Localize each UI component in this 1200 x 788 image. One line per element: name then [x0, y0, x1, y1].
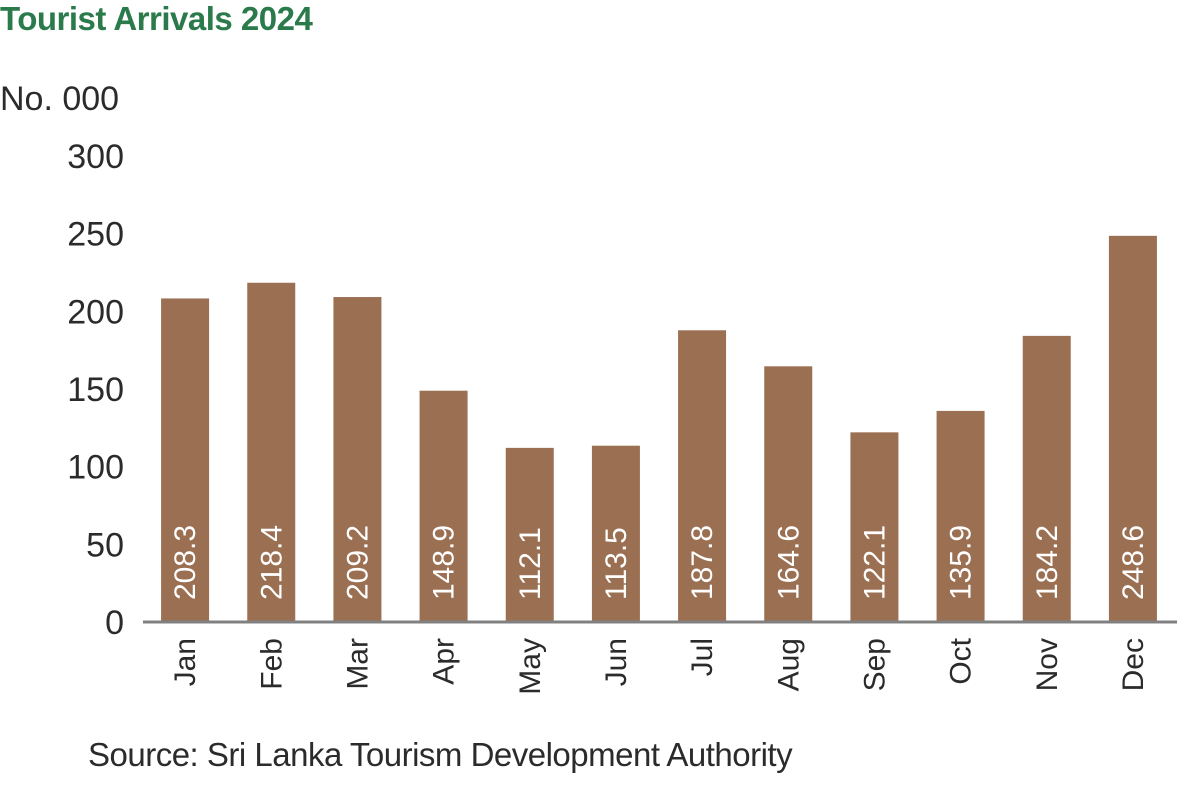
bar-value-label: 135.9 — [945, 525, 978, 600]
x-tick-label: Jul — [686, 638, 719, 676]
bar-value-label: 218.4 — [255, 525, 288, 600]
y-axis-ticks: 0 50 100 150 200 250 300 — [67, 138, 124, 642]
x-tick-label: Jan — [169, 638, 202, 686]
bar-chart: No. 000 0 50 100 150 200 250 300 208.3 218.4 209… — [0, 80, 1177, 695]
x-tick-label: Nov — [1031, 638, 1064, 691]
y-tick-label: 50 — [86, 526, 124, 564]
x-tick-label: Oct — [945, 637, 978, 684]
x-tick-label: Jun — [600, 638, 633, 686]
bar-jul — [678, 330, 727, 622]
x-tick-label: Mar — [341, 638, 374, 690]
bar-nov — [1022, 335, 1071, 622]
bar-value-label: 248.6 — [1117, 525, 1150, 600]
bar-value-label: 112.1 — [514, 527, 547, 600]
x-tick-label: Dec — [1117, 638, 1150, 691]
bar-value-label: 184.2 — [1031, 525, 1064, 600]
x-tick-label: May — [514, 638, 547, 695]
y-tick-label: 0 — [105, 604, 124, 642]
bar-value-label: 148.9 — [428, 525, 461, 600]
bar-mar — [333, 297, 382, 622]
bars — [161, 235, 1157, 622]
bar-oct — [936, 410, 985, 622]
bar-feb — [247, 282, 296, 622]
bar-dec — [1108, 235, 1157, 622]
bar-value-label: 208.3 — [169, 525, 202, 600]
y-tick-label: 200 — [67, 293, 124, 331]
y-tick-label: 250 — [67, 216, 124, 254]
y-tick-label: 300 — [67, 138, 124, 176]
source-note: Source: Sri Lanka Tourism Development Au… — [88, 736, 793, 773]
y-tick-label: 100 — [67, 449, 124, 487]
bar-sep — [850, 432, 899, 622]
x-tick-label: Aug — [772, 638, 805, 691]
y-axis-unit-label: No. 000 — [0, 80, 119, 118]
bar-value-label: 209.2 — [341, 525, 374, 600]
x-axis-labels: Jan Feb Mar Apr May Jun Jul Aug Sep Oct Nov Dec — [169, 637, 1150, 694]
bar-aug — [764, 366, 813, 622]
bar-jun — [591, 445, 640, 622]
bar-apr — [419, 390, 468, 622]
x-tick-label: Apr — [428, 638, 461, 685]
bar-may — [505, 447, 554, 622]
bar-value-label: 122.1 — [858, 525, 891, 600]
bar-value-labels: 208.3 218.4 209.2 148.9 112.1 113.5 187.8 164.6… — [169, 525, 1150, 600]
x-tick-label: Feb — [255, 638, 288, 690]
bar-value-label: 113.5 — [600, 527, 633, 600]
chart-title: Tourist Arrivals 2024 — [0, 0, 313, 37]
y-tick-label: 150 — [67, 371, 124, 409]
bar-value-label: 164.6 — [772, 525, 805, 600]
bar-jan — [161, 298, 210, 622]
x-tick-label: Sep — [858, 638, 891, 691]
bar-value-label: 187.8 — [686, 525, 719, 600]
